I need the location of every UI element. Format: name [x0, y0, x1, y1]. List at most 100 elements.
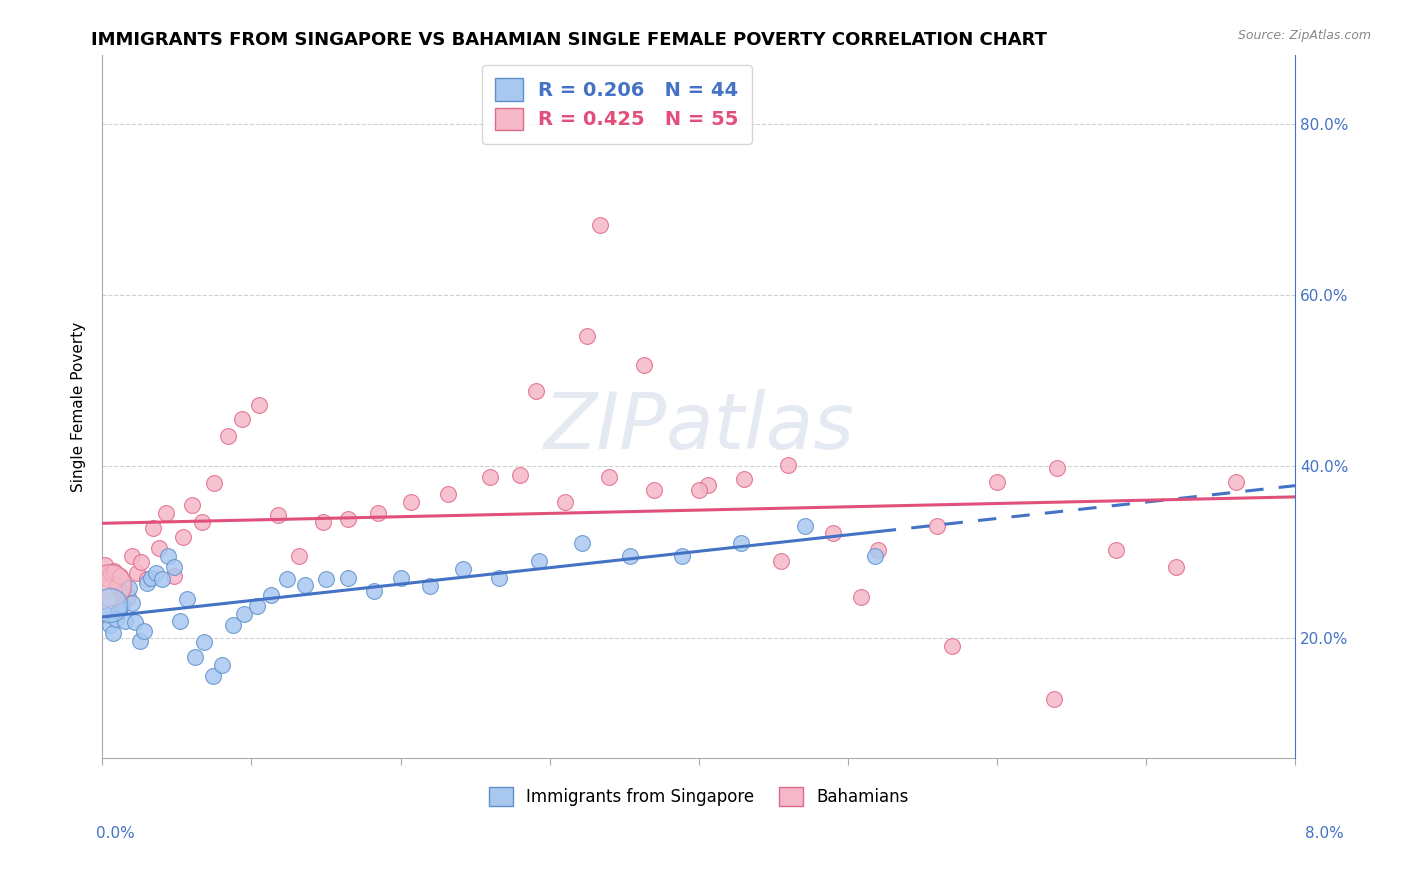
Point — [793, 519, 815, 533]
Point — [145, 566, 167, 581]
Point — [108, 569, 131, 583]
Point — [193, 635, 215, 649]
Point — [191, 515, 214, 529]
Point — [114, 614, 136, 628]
Point — [941, 640, 963, 654]
Point — [103, 564, 125, 578]
Point — [619, 549, 641, 564]
Point — [437, 487, 460, 501]
Point — [363, 583, 385, 598]
Point — [121, 596, 143, 610]
Point — [121, 549, 143, 564]
Point — [927, 519, 949, 533]
Point — [733, 472, 755, 486]
Point — [778, 458, 800, 472]
Point — [288, 549, 311, 564]
Point — [129, 555, 152, 569]
Point — [643, 483, 665, 498]
Point — [575, 329, 598, 343]
Point — [479, 469, 502, 483]
Point — [312, 515, 335, 529]
Point — [96, 607, 118, 622]
Point — [488, 571, 510, 585]
Point — [125, 566, 148, 581]
Point — [117, 590, 139, 604]
Point — [232, 607, 254, 621]
Point — [633, 358, 655, 372]
Y-axis label: Single Female Poverty: Single Female Poverty — [72, 321, 86, 491]
Point — [315, 573, 337, 587]
Point — [98, 577, 121, 591]
Point — [97, 573, 120, 587]
Point — [524, 384, 547, 398]
Point — [247, 398, 270, 412]
Point — [141, 571, 163, 585]
Point — [105, 579, 128, 593]
Point — [866, 543, 889, 558]
Legend: Immigrants from Singapore, Bahamians: Immigrants from Singapore, Bahamians — [479, 777, 918, 816]
Point — [246, 599, 269, 613]
Point — [367, 507, 389, 521]
Point — [163, 569, 186, 583]
Point — [730, 536, 752, 550]
Point — [180, 498, 202, 512]
Point — [176, 592, 198, 607]
Point — [267, 508, 290, 523]
Point — [172, 530, 194, 544]
Point — [100, 566, 122, 581]
Point — [389, 571, 412, 585]
Point — [509, 467, 531, 482]
Point — [399, 495, 422, 509]
Text: 0.0%: 0.0% — [96, 827, 135, 841]
Point — [260, 588, 283, 602]
Point — [128, 634, 150, 648]
Point — [183, 649, 205, 664]
Point — [124, 615, 146, 630]
Point — [104, 612, 127, 626]
Point — [337, 512, 360, 526]
Point — [110, 598, 132, 612]
Point — [156, 549, 179, 564]
Point — [163, 560, 186, 574]
Point — [202, 476, 225, 491]
Text: 8.0%: 8.0% — [1305, 827, 1344, 841]
Point — [231, 412, 253, 426]
Point — [1043, 692, 1066, 706]
Point — [571, 536, 593, 550]
Point — [598, 469, 620, 483]
Point — [107, 604, 129, 618]
Point — [696, 478, 718, 492]
Point — [201, 669, 224, 683]
Point — [148, 541, 170, 555]
Point — [863, 549, 886, 564]
Point — [94, 558, 117, 572]
Point — [1225, 475, 1247, 489]
Point — [98, 598, 121, 612]
Point — [132, 624, 155, 638]
Point — [337, 571, 360, 585]
Point — [419, 579, 441, 593]
Point — [823, 526, 845, 541]
Point — [294, 577, 316, 591]
Point — [118, 581, 141, 595]
Point — [589, 218, 612, 232]
Point — [155, 507, 177, 521]
Text: Source: ZipAtlas.com: Source: ZipAtlas.com — [1237, 29, 1371, 42]
Point — [101, 625, 124, 640]
Point — [851, 590, 873, 604]
Point — [169, 614, 191, 628]
Point — [1166, 560, 1188, 574]
Text: ZIPatlas: ZIPatlas — [543, 390, 855, 466]
Point — [136, 573, 159, 587]
Point — [150, 573, 173, 587]
Point — [1046, 461, 1069, 475]
Point — [451, 562, 474, 576]
Point — [112, 586, 135, 600]
Point — [98, 618, 121, 632]
Point — [217, 429, 239, 443]
Point — [276, 573, 298, 587]
Point — [222, 618, 245, 632]
Point — [554, 495, 576, 509]
Point — [211, 658, 233, 673]
Point — [136, 575, 159, 590]
